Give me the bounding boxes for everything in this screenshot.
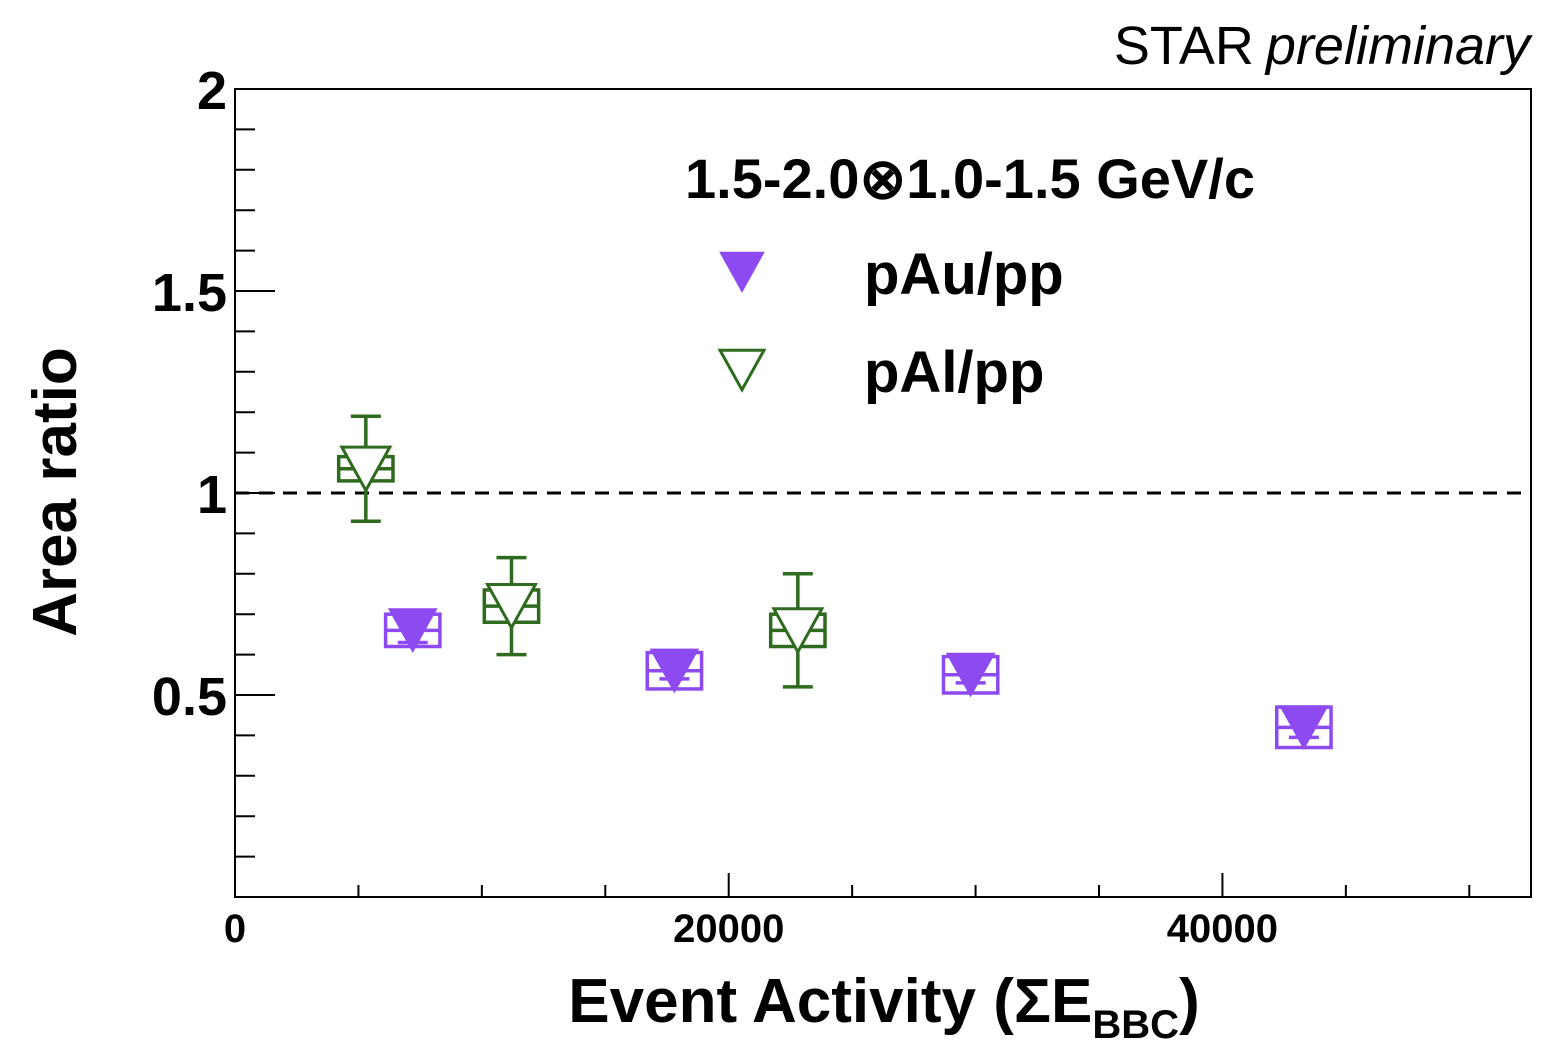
legend-title: 1.5-2.0⊗1.0-1.5 GeV/c — [685, 147, 1255, 210]
data-point-pal-pp — [482, 555, 541, 657]
legend: 1.5-2.0⊗1.0-1.5 GeV/c pAu/pp pAl/pp — [685, 147, 1255, 405]
y-tick-label: 0.5 — [152, 667, 227, 727]
data-points — [336, 414, 1333, 750]
y-axis-title: Area ratio — [21, 347, 90, 636]
data-point-pal-pp — [336, 414, 395, 524]
x-axis-title-main: Event Activity (ΣE — [568, 967, 1092, 1036]
y-tick-label: 1 — [197, 465, 227, 525]
marker — [945, 652, 996, 698]
legend-label: pAu/pp — [864, 242, 1064, 307]
y-tick-label: 2 — [197, 61, 227, 121]
x-axis-title: Event Activity (ΣEBBC) — [568, 967, 1199, 1047]
x-axis-title-close: ) — [1179, 967, 1200, 1036]
data-point-pau-pp — [645, 648, 704, 694]
legend-label: pAl/pp — [864, 340, 1044, 405]
data-point-pau-pp — [941, 652, 1000, 698]
legend-marker — [719, 251, 765, 293]
preliminary-label: STAR preliminary — [1114, 16, 1533, 76]
preliminary-label-italic: preliminary — [1264, 16, 1533, 76]
marker — [1279, 705, 1329, 750]
marker — [771, 607, 825, 656]
x-tick-label: 20000 — [673, 907, 784, 951]
data-point-pal-pp — [768, 572, 827, 689]
data-point-pau-pp — [383, 608, 442, 653]
marker — [339, 445, 393, 494]
x-axis-title-subscript: BBC — [1092, 1003, 1179, 1047]
legend-marker — [717, 348, 767, 393]
x-tick-label: 0 — [224, 907, 246, 951]
preliminary-label-main: STAR — [1114, 16, 1254, 76]
marker — [484, 583, 539, 631]
y-tick-label: 1.5 — [152, 263, 227, 323]
x-tick-label: 40000 — [1167, 907, 1278, 951]
marker — [387, 608, 438, 653]
marker — [649, 648, 700, 694]
axes: 0.5 1 1.5 2 0 20000 40000 — [152, 61, 1532, 951]
data-point-pau-pp — [1274, 705, 1333, 750]
